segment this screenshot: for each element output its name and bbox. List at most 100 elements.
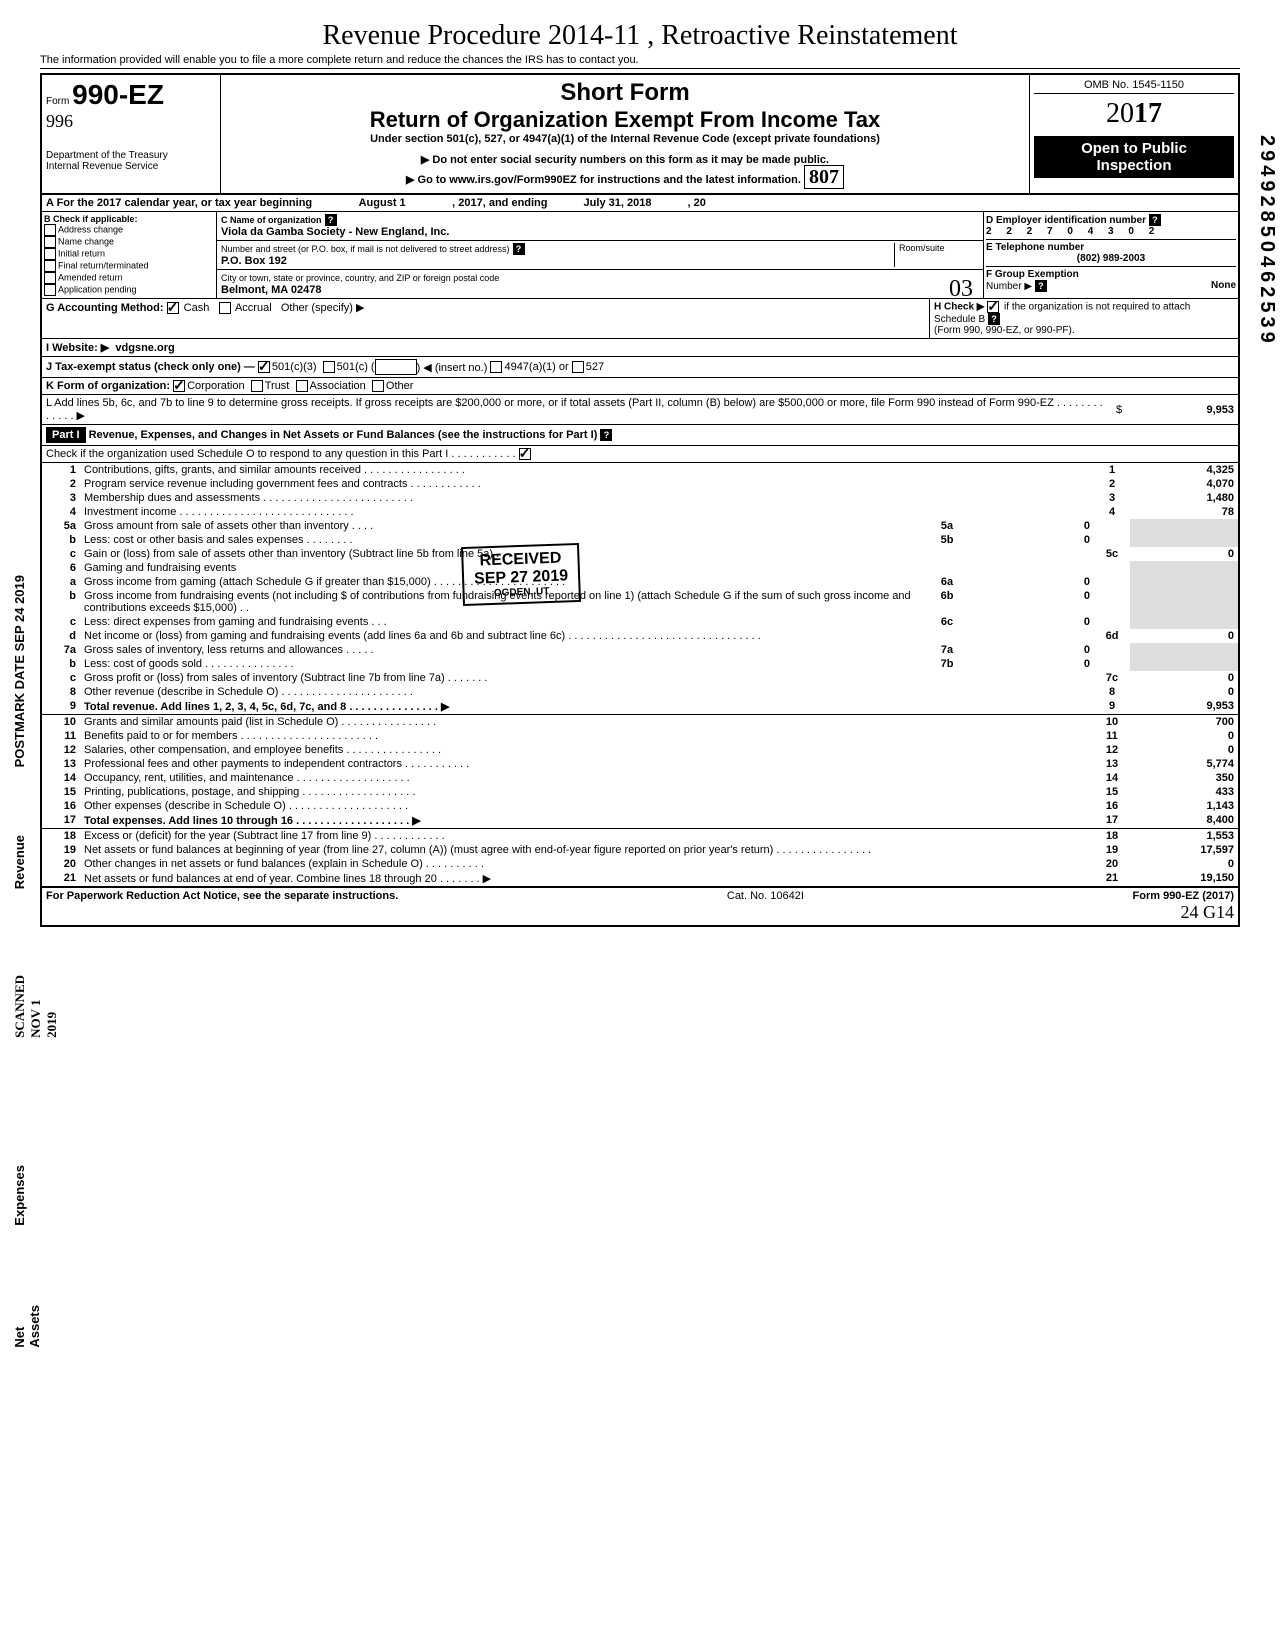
year-end: July 31, 2018 xyxy=(548,197,688,209)
h-text2: (Form 990, 990-EZ, or 990-PF). xyxy=(934,325,1075,336)
line-row: cGain or (loss) from sale of assets othe… xyxy=(42,547,1238,561)
line-row: 8Other revenue (describe in Schedule O) … xyxy=(42,685,1238,699)
line-row: cLess: direct expenses from gaming and f… xyxy=(42,615,1238,629)
line-a: A For the 2017 calendar year, or tax yea… xyxy=(42,195,1238,212)
chk-cash[interactable] xyxy=(167,302,179,314)
year-bold: 17 xyxy=(1134,98,1162,129)
chk-initial[interactable]: Initial return xyxy=(44,248,214,260)
insert-no-label: ) ◀ (insert no.) xyxy=(417,361,488,374)
line-row: 11Benefits paid to or for members . . . … xyxy=(42,729,1238,743)
chk-corp[interactable] xyxy=(173,380,185,392)
phone: (802) 989-2003 xyxy=(1077,253,1145,264)
help-icon[interactable]: ? xyxy=(1035,280,1047,292)
k-label: K Form of organization: xyxy=(46,380,170,392)
line-row: bGross income from fundraising events (n… xyxy=(42,589,1238,615)
line-row: bLess: cost or other basis and sales exp… xyxy=(42,533,1238,547)
header-mid: Short Form Return of Organization Exempt… xyxy=(221,75,1029,193)
opt-corp: Corporation xyxy=(187,380,244,392)
city-state-zip: Belmont, MA 02478 xyxy=(221,284,321,296)
side-net: Net Assets xyxy=(12,1305,42,1348)
website: vdgsne.org xyxy=(115,342,174,354)
line-row: aGross income from gaming (attach Schedu… xyxy=(42,575,1238,589)
form-label: Form xyxy=(46,96,69,107)
addr-label: Number and street (or P.O. box, if mail … xyxy=(221,244,509,254)
help-icon[interactable]: ? xyxy=(513,243,525,255)
chk-h[interactable] xyxy=(987,301,999,313)
insert-no-box[interactable] xyxy=(375,359,417,375)
opt-527: 527 xyxy=(586,361,604,373)
part1-header: Part I Revenue, Expenses, and Changes in… xyxy=(42,425,1238,446)
open-line2: Inspection xyxy=(1038,157,1230,174)
line-row: 19Net assets or fund balances at beginni… xyxy=(42,843,1238,857)
ein: 2 2 2 7 0 4 3 0 2 xyxy=(986,226,1160,237)
chk-schedule-o[interactable] xyxy=(519,448,531,460)
help-icon[interactable]: ? xyxy=(1149,214,1161,226)
line-row: 13Professional fees and other payments t… xyxy=(42,757,1238,771)
j-label: J Tax-exempt status (check only one) — xyxy=(46,361,255,373)
help-icon[interactable]: ? xyxy=(325,214,337,226)
year-begin: August 1 xyxy=(312,197,452,209)
header-right: OMB No. 1545-1150 2017 Open to Public In… xyxy=(1029,75,1238,193)
chk-name-label: Name change xyxy=(58,236,114,246)
open-to-public: Open to Public Inspection xyxy=(1034,136,1234,178)
l-text: L Add lines 5b, 6c, and 7b to line 9 to … xyxy=(46,397,1104,422)
e-label: E Telephone number xyxy=(986,242,1084,253)
row-k: K Form of organization: Corporation Trus… xyxy=(42,377,1238,395)
line-row: 9Total revenue. Add lines 1, 2, 3, 4, 5c… xyxy=(42,699,1238,715)
chk-other-org[interactable] xyxy=(372,380,384,392)
footer-form: Form 990-EZ (2017) xyxy=(1133,890,1234,902)
chk-4947[interactable] xyxy=(490,361,502,373)
col-def: D Employer identification number ? 2 2 2… xyxy=(983,212,1238,298)
chk-final[interactable]: Final return/terminated xyxy=(44,260,214,272)
line-row: cGross profit or (loss) from sales of in… xyxy=(42,671,1238,685)
line-row: 4Investment income . . . . . . . . . . .… xyxy=(42,505,1238,519)
side-expenses: Expenses xyxy=(12,1165,27,1226)
col-c: C Name of organization ? Viola da Gamba … xyxy=(217,212,983,298)
line-a-tail: , 20 xyxy=(688,197,706,209)
c-label: C Name of organization xyxy=(221,215,322,225)
chk-name[interactable]: Name change xyxy=(44,236,214,248)
opt-4947: 4947(a)(1) or xyxy=(504,361,568,373)
bcd-row: B Check if applicable: Address change Na… xyxy=(42,212,1238,299)
city-label: City or town, state or province, country… xyxy=(221,273,499,283)
row-j: J Tax-exempt status (check only one) — 5… xyxy=(42,356,1238,377)
side-revenue: Revenue xyxy=(12,835,27,889)
part1-check-line: Check if the organization used Schedule … xyxy=(42,446,1238,463)
chk-pending[interactable]: Application pending xyxy=(44,284,214,296)
chk-527[interactable] xyxy=(572,361,584,373)
lines-table: 1Contributions, gifts, grants, and simil… xyxy=(42,463,1238,886)
cat-no: Cat. No. 10642I xyxy=(727,890,804,923)
goto-url: ▶ Go to www.irs.gov/Form990EZ for instru… xyxy=(227,166,1023,189)
line-row: 3Membership dues and assessments . . . .… xyxy=(42,491,1238,505)
help-icon[interactable]: ? xyxy=(600,429,612,441)
chk-accrual[interactable] xyxy=(219,302,231,314)
part1-check-text: Check if the organization used Schedule … xyxy=(46,448,516,460)
chk-address[interactable]: Address change xyxy=(44,224,214,236)
col-b: B Check if applicable: Address change Na… xyxy=(42,212,217,298)
form-header: Form 990-EZ 996 Department of the Treasu… xyxy=(42,75,1238,195)
row-gh: G Accounting Method: Cash Accrual Other … xyxy=(42,299,1238,339)
col-b-title: B Check if applicable: xyxy=(44,214,214,224)
ssn-warning: ▶ Do not enter social security numbers o… xyxy=(227,153,1023,166)
line-a-mid: , 2017, and ending xyxy=(452,197,547,209)
chk-501c3[interactable] xyxy=(258,361,270,373)
line-row: dNet income or (loss) from gaming and fu… xyxy=(42,629,1238,643)
chk-amended-label: Amended return xyxy=(58,272,123,282)
opt-assoc: Association xyxy=(310,380,366,392)
street-address: P.O. Box 192 xyxy=(221,255,287,267)
group-exemption-val: None xyxy=(1211,280,1236,291)
line-row: 2Program service revenue including gover… xyxy=(42,477,1238,491)
chk-trust[interactable] xyxy=(251,380,263,392)
right-margin-number: 29492850462539 xyxy=(1255,135,1278,347)
chk-amended[interactable]: Amended return xyxy=(44,272,214,284)
dept-treasury: Department of the Treasury Internal Reve… xyxy=(46,150,216,172)
chk-pending-label: Application pending xyxy=(58,284,137,294)
l-amount: 9,953 xyxy=(1134,404,1234,416)
line-row: 7aGross sales of inventory, less returns… xyxy=(42,643,1238,657)
row-l: L Add lines 5b, 6c, and 7b to line 9 to … xyxy=(42,395,1238,425)
room-suite: Room/suite xyxy=(894,243,979,267)
omb-number: OMB No. 1545-1150 xyxy=(1034,79,1234,94)
chk-501c[interactable] xyxy=(323,361,335,373)
goto-url-text: ▶ Go to www.irs.gov/Form990EZ for instru… xyxy=(406,174,801,186)
chk-assoc[interactable] xyxy=(296,380,308,392)
